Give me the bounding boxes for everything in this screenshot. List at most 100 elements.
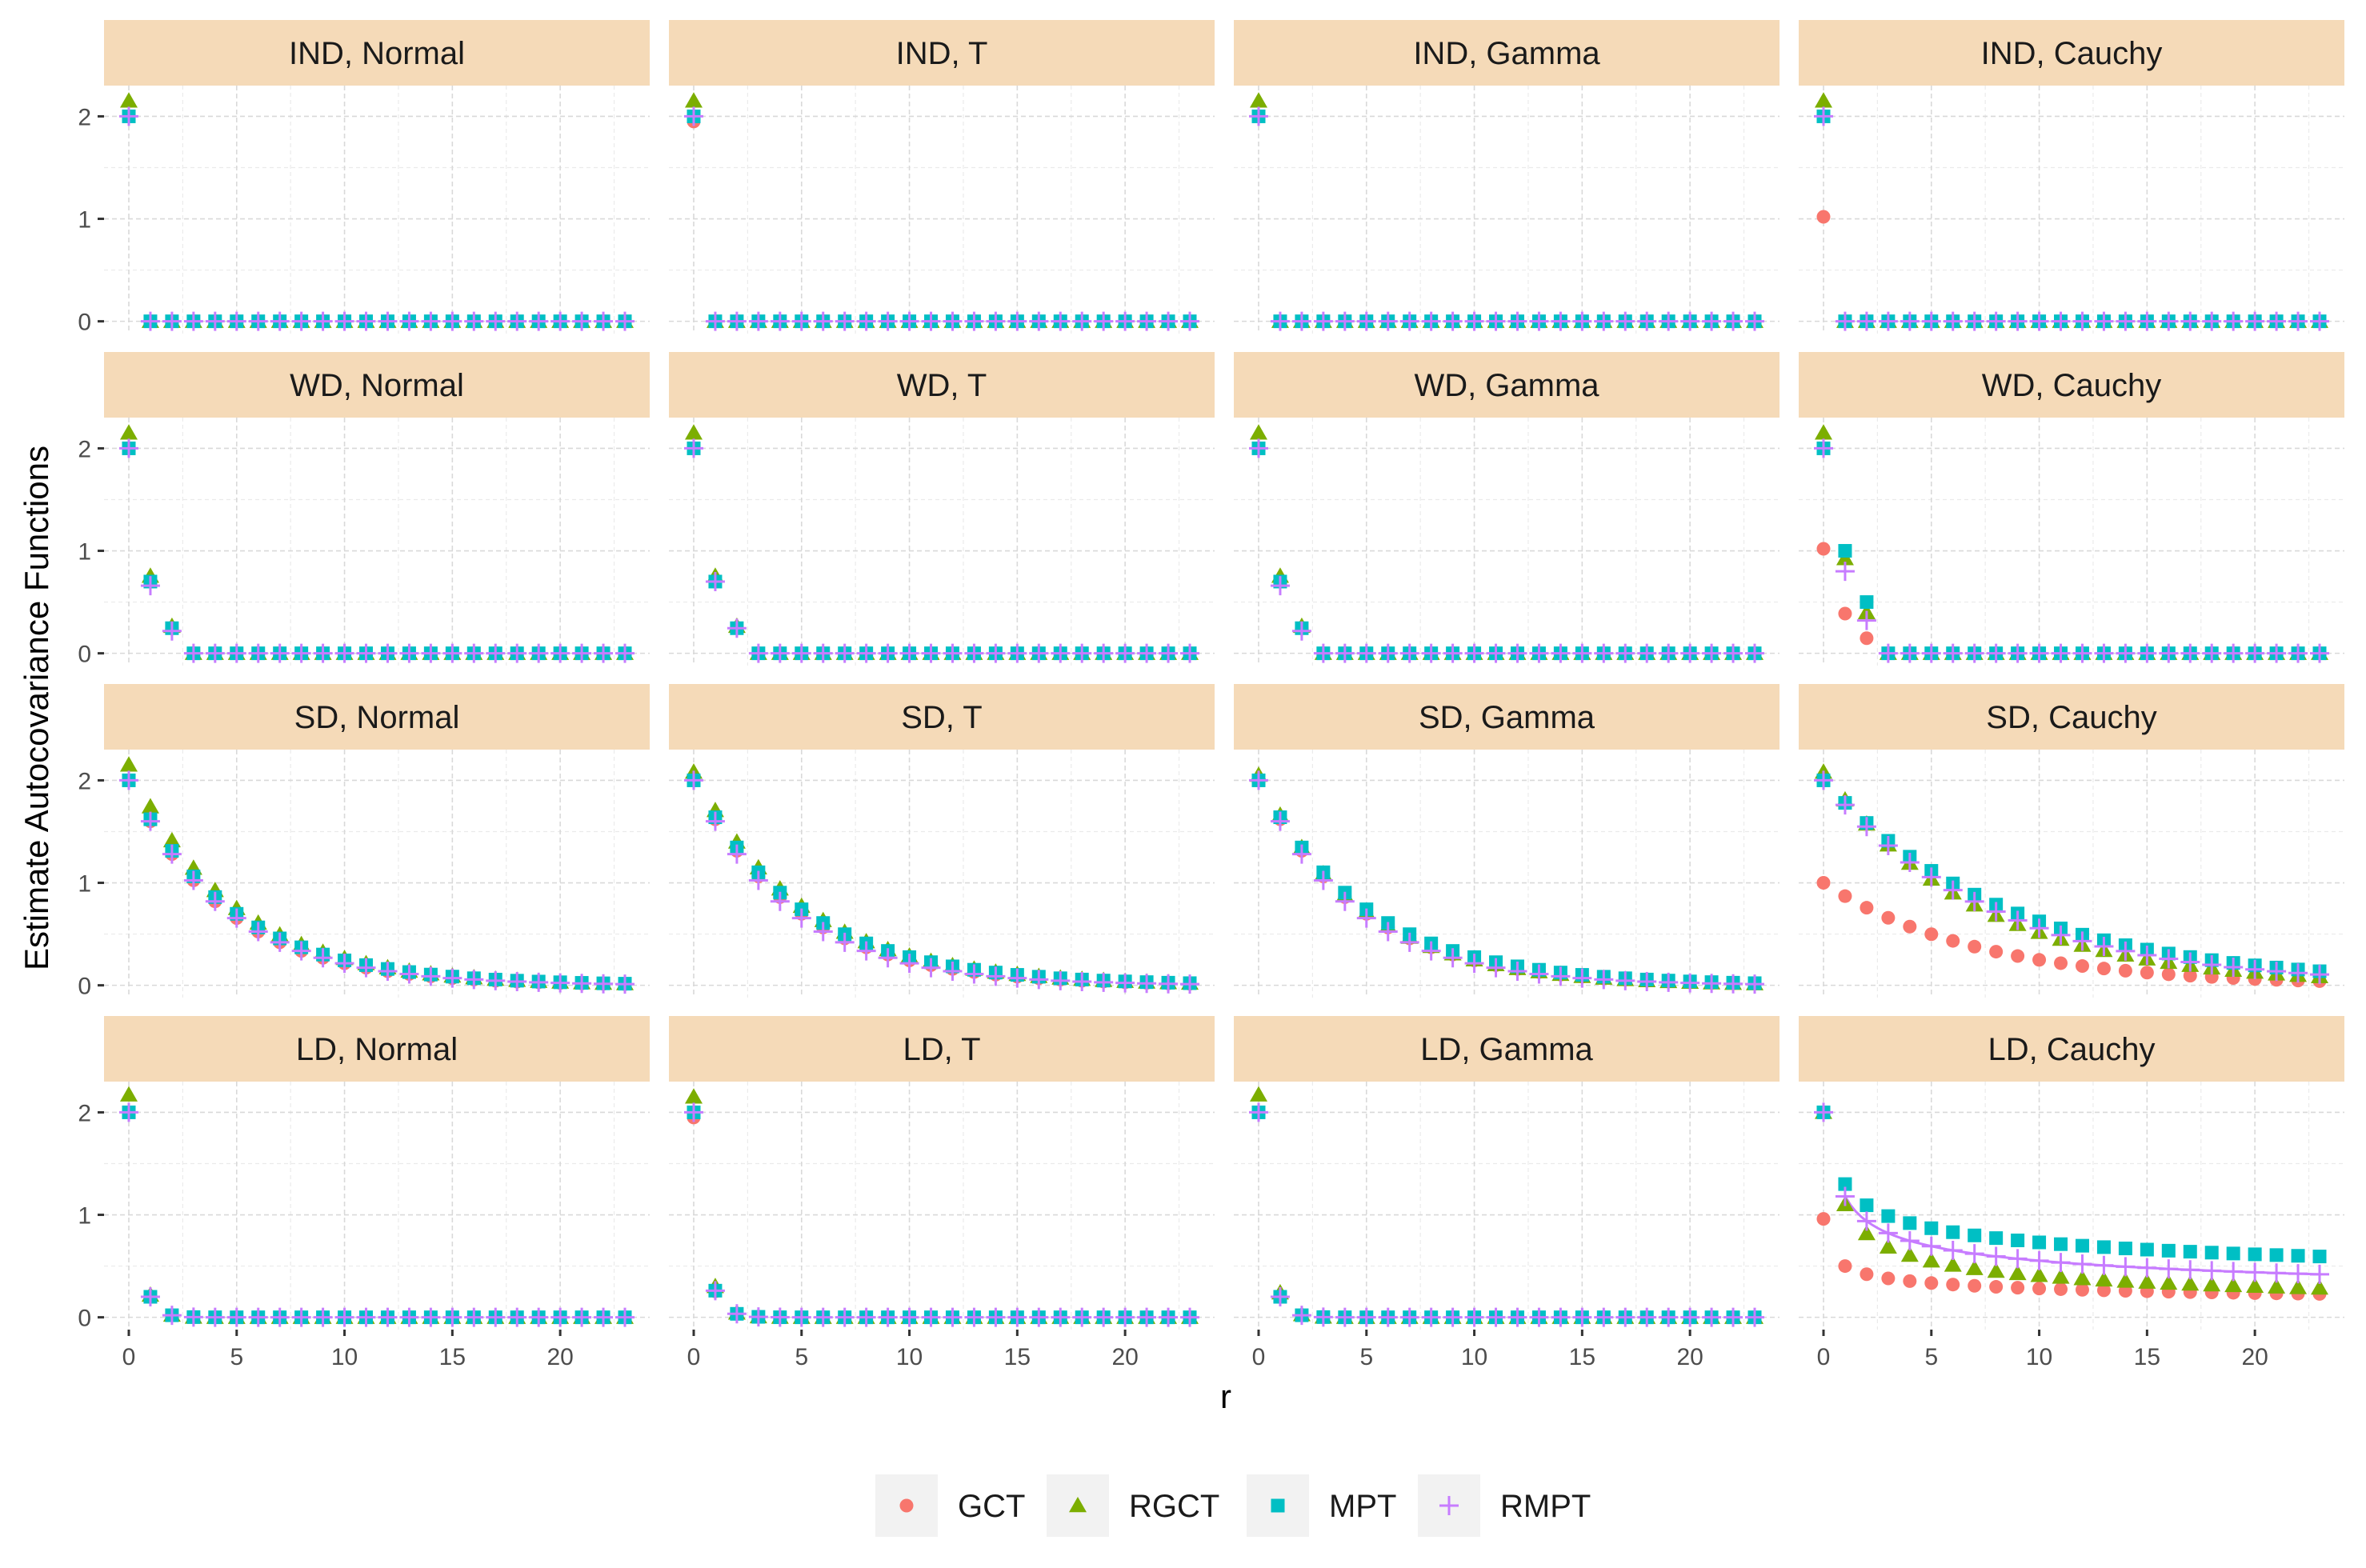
data-point-gct <box>1989 945 2004 959</box>
data-point-rgct <box>2095 1270 2113 1287</box>
data-point-rmpt <box>594 1307 614 1327</box>
data-point-rmpt <box>727 311 747 331</box>
series-rmpt <box>1814 438 2329 663</box>
data-point-rmpt <box>1115 643 1135 663</box>
data-point-rmpt <box>1921 311 1941 331</box>
data-point-rmpt <box>748 311 768 331</box>
panel-background <box>104 1082 650 1330</box>
data-point-rmpt <box>1986 1246 2006 1266</box>
data-point-rmpt <box>1486 643 1506 663</box>
data-point-rmpt <box>791 1307 811 1327</box>
gridlines <box>104 750 650 998</box>
data-point-mpt <box>1989 1231 2004 1246</box>
data-point-rmpt <box>1529 311 1549 331</box>
data-point-rmpt <box>334 954 354 974</box>
facet-panel: LD, Cauchy 0 5 10 15 20 <box>1799 1016 2344 1370</box>
facet-strip <box>1799 684 2344 750</box>
data-point-gct <box>2096 962 2111 976</box>
data-point-rmpt <box>1137 643 1157 663</box>
data-point-rmpt <box>1856 817 1876 837</box>
x-tick-label: 0 <box>687 1344 701 1370</box>
data-point-rmpt <box>1572 968 1592 988</box>
facet-title: SD, Cauchy <box>1986 700 2156 735</box>
data-point-rmpt <box>727 1304 747 1324</box>
data-point-rmpt <box>1637 1307 1657 1327</box>
data-point-rmpt <box>2288 643 2308 663</box>
data-point-rmpt <box>2008 311 2028 331</box>
data-point-rmpt <box>507 972 527 992</box>
data-point-gct <box>2075 1282 2089 1297</box>
facet-title: IND, Cauchy <box>1981 36 2163 71</box>
data-point-rmpt <box>1072 1307 1092 1327</box>
data-point-rmpt <box>1029 970 1049 990</box>
x-tick-label: 20 <box>546 1344 573 1370</box>
data-point-rmpt <box>442 1307 462 1327</box>
data-point-rmpt <box>705 311 725 331</box>
data-point-rmpt <box>1356 1307 1376 1327</box>
data-point-rmpt <box>1745 643 1764 663</box>
data-point-rmpt <box>1615 1307 1635 1327</box>
facet-panel: LD, Gamma 0 5 10 15 20 <box>1234 1016 1780 1370</box>
data-point-rmpt <box>770 891 790 911</box>
data-point-rmpt <box>1094 311 1114 331</box>
data-point-rmpt <box>2116 1257 2136 1277</box>
data-point-rmpt <box>899 954 919 974</box>
data-point-rmpt <box>684 770 703 790</box>
data-point-rmpt <box>1986 643 2006 663</box>
data-point-rmpt <box>270 1307 290 1327</box>
data-point-rmpt <box>615 311 635 331</box>
data-point-rmpt <box>1572 1307 1592 1327</box>
y-tick-label: 1 <box>78 207 91 234</box>
data-point-rmpt <box>1051 1307 1071 1327</box>
data-point-rmpt <box>1356 311 1376 331</box>
data-point-rgct <box>1250 424 1267 440</box>
data-point-gct <box>2032 1282 2047 1296</box>
panel-background <box>1234 418 1780 666</box>
data-point-rmpt <box>1507 1307 1527 1327</box>
data-point-rmpt <box>791 908 811 928</box>
data-point-gct <box>1838 606 1852 621</box>
data-point-rmpt <box>1856 1211 1876 1231</box>
data-point-rmpt <box>921 643 941 663</box>
data-point-rmpt <box>2288 311 2308 331</box>
data-point-rmpt <box>921 311 941 331</box>
data-point-mpt <box>1946 1225 1960 1239</box>
data-point-rmpt <box>921 1307 941 1327</box>
data-point-rmpt <box>1115 973 1135 993</box>
data-point-rmpt <box>421 311 441 331</box>
data-point-rmpt <box>1723 643 1743 663</box>
series-rmpt <box>1249 1102 1764 1327</box>
data-point-rmpt <box>1291 844 1311 864</box>
data-point-mpt <box>2096 1240 2111 1254</box>
data-point-mpt <box>1860 595 1874 610</box>
data-point-rmpt <box>1007 311 1027 331</box>
facet-panel: WD, Cauchy <box>1799 352 2344 666</box>
data-point-rmpt <box>162 311 182 331</box>
series-rmpt <box>1249 770 1764 994</box>
facet-title: IND, Gamma <box>1413 36 1600 71</box>
data-point-gct <box>1816 1212 1831 1226</box>
legend-item-mpt: MPT <box>1247 1474 1396 1537</box>
data-point-rmpt <box>572 1307 592 1327</box>
data-point-rmpt <box>2224 643 2244 663</box>
data-point-rmpt <box>2072 311 2092 331</box>
facet-title: WD, Normal <box>290 368 464 403</box>
data-point-rmpt <box>2224 311 2244 331</box>
legend-symbol-mpt <box>1271 1498 1285 1513</box>
data-point-rgct <box>2203 1275 2221 1292</box>
data-point-rmpt <box>770 1307 790 1327</box>
panel-background <box>1799 86 2344 334</box>
x-tick-label: 20 <box>2241 1344 2268 1370</box>
data-point-rmpt <box>486 643 506 663</box>
series-mpt <box>1816 1105 2327 1264</box>
facet-strip <box>1234 352 1780 418</box>
data-point-rmpt <box>1443 643 1463 663</box>
data-point-rmpt <box>291 643 311 663</box>
facet-panel: SD, Cauchy <box>1799 684 2344 998</box>
data-point-rmpt <box>550 973 570 993</box>
data-point-rmpt <box>1680 643 1700 663</box>
data-point-rmpt <box>270 643 290 663</box>
data-point-rmpt <box>835 1307 855 1327</box>
x-tick-label: 20 <box>1111 1344 1138 1370</box>
gridlines <box>669 1082 1215 1330</box>
